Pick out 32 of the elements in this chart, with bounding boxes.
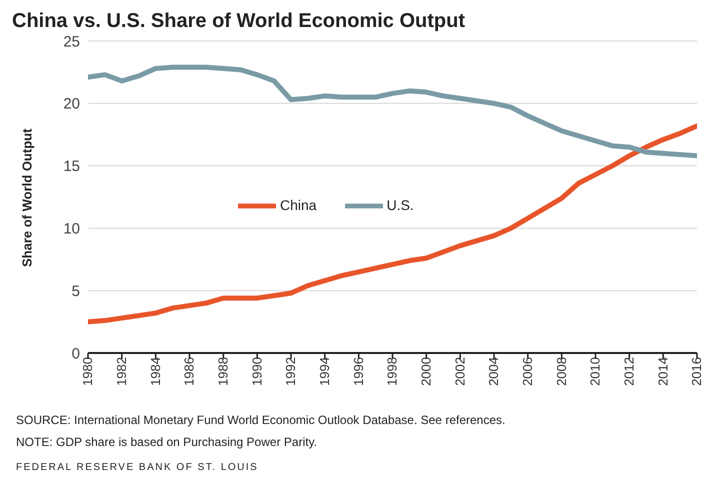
y-tick-label: 20: [63, 96, 80, 113]
x-tick-label: 1998: [384, 357, 400, 386]
x-tick-label: 1986: [182, 357, 197, 386]
x-tick-label: 1996: [350, 357, 366, 386]
chart-title: China vs. U.S. Share of World Economic Output: [11, 9, 466, 33]
legend-label: U.S.: [386, 196, 414, 213]
x-tick-label: 1994: [317, 357, 332, 386]
legend-label: China: [280, 196, 317, 213]
x-tick-label: 1984: [148, 357, 163, 386]
x-tick-label: 1992: [283, 357, 298, 386]
x-tick-label: 1988: [216, 357, 231, 386]
x-tick-label: 2016: [689, 357, 704, 386]
x-tick-label: 2010: [588, 357, 603, 386]
x-tick-label: 2004: [486, 357, 502, 386]
y-axis-title: Share of World Output: [20, 128, 35, 267]
x-tick-label: 2012: [622, 357, 637, 386]
y-tick-label: 0: [72, 345, 80, 362]
x-tick-label: 2002: [452, 357, 468, 386]
x-tick-label: 2006: [520, 357, 536, 386]
source-note: SOURCE: International Monetary Fund World Economic Outlook Database. See references.: [16, 412, 506, 429]
x-tick-label: 1990: [249, 357, 264, 386]
y-tick-label: 5: [72, 282, 80, 300]
x-tick-label: 2008: [554, 357, 569, 386]
text: FEDERAL RESERVE BANK OF ST. LOUIS: [16, 461, 260, 475]
x-tick-label: 2000: [418, 357, 434, 386]
x-tick-label: 2014: [655, 357, 670, 386]
x-tick-label: 1980: [80, 357, 96, 386]
y-tick-label: 15: [63, 158, 80, 176]
y-tick-label: 10: [63, 220, 80, 238]
x-tick-label: 1982: [114, 357, 130, 386]
y-tick-label: 25: [63, 33, 80, 50]
text: NOTE: GDP share is based on Purchasing Power Parity.: [16, 434, 318, 451]
